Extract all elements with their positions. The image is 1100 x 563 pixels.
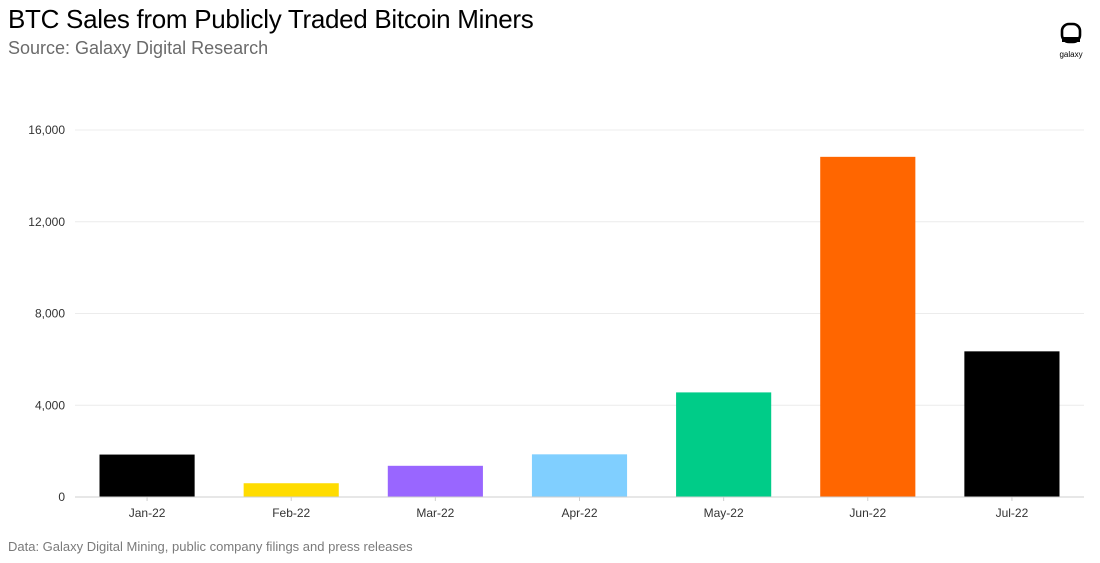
y-tick-label: 8,000 (35, 307, 65, 321)
axes: 0 4,000 8,000 12,000 16,000 Jan-22 Feb-22 Mar-2… (28, 123, 1084, 520)
bar-apr-22 (531, 454, 628, 497)
y-tick-label: 12,000 (28, 215, 65, 229)
x-tick-label: Apr-22 (561, 506, 597, 520)
bar-may-22 (676, 392, 772, 497)
bar-jul-22 (964, 351, 1060, 497)
x-tick-label: Jun-22 (849, 506, 886, 520)
logo-text: galaxy (1059, 50, 1083, 59)
bar-jun-22 (820, 156, 916, 498)
x-tick-label: Jan-22 (129, 506, 166, 520)
y-tick-label: 4,000 (35, 398, 65, 412)
y-tick-label: 0 (58, 490, 65, 504)
galaxy-logo-icon (1060, 22, 1082, 44)
chart-subtitle: Source: Galaxy Digital Research (8, 38, 269, 58)
x-tick-label: May-22 (704, 506, 744, 520)
x-tick-label: Feb-22 (272, 506, 310, 520)
data-source-note: Data: Galaxy Digital Mining, public comp… (8, 539, 413, 554)
bars (99, 156, 1060, 498)
grid-lines (75, 129, 1084, 406)
chart-title: BTC Sales from Publicly Traded Bitcoin M… (8, 4, 534, 34)
bar-jan-22 (99, 454, 195, 497)
y-tick-label: 16,000 (28, 123, 65, 137)
x-tick-label: Mar-22 (416, 506, 454, 520)
galaxy-logo: galaxy (1052, 22, 1090, 64)
x-tick-label: Jul-22 (996, 506, 1029, 520)
bar-feb-22 (243, 483, 339, 497)
bar-mar-22 (387, 465, 483, 497)
